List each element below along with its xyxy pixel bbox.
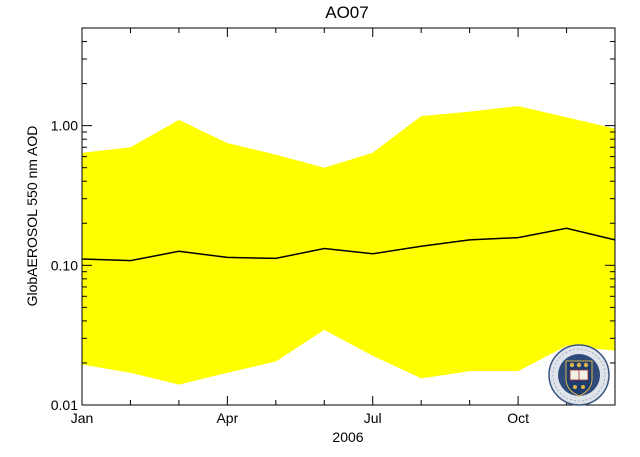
y-tick-label: 1.00 bbox=[51, 118, 78, 134]
range-band bbox=[82, 106, 615, 385]
x-tick-label: Apr bbox=[216, 410, 238, 426]
x-tick-label: Jul bbox=[364, 410, 382, 426]
x-axis-label: 2006 bbox=[332, 429, 363, 445]
x-axis: Jan Apr Jul Oct bbox=[71, 28, 616, 426]
y-tick-label: 0.10 bbox=[51, 257, 78, 273]
plot-frame bbox=[81, 27, 616, 406]
x-tick-label: Oct bbox=[507, 410, 529, 426]
chart-title: AO07 bbox=[325, 3, 368, 22]
plot-area bbox=[81, 106, 616, 385]
y-axis: 0.01 0.10 1.00 bbox=[51, 27, 615, 413]
y-axis-label: GlobAEROSOL 550 nm AOD bbox=[24, 126, 40, 307]
university-of-oxford-crest-icon bbox=[548, 344, 610, 406]
x-tick-label: Jan bbox=[71, 410, 94, 426]
series-line-0 bbox=[81, 227, 616, 262]
y-tick-label: 0.01 bbox=[51, 397, 78, 413]
